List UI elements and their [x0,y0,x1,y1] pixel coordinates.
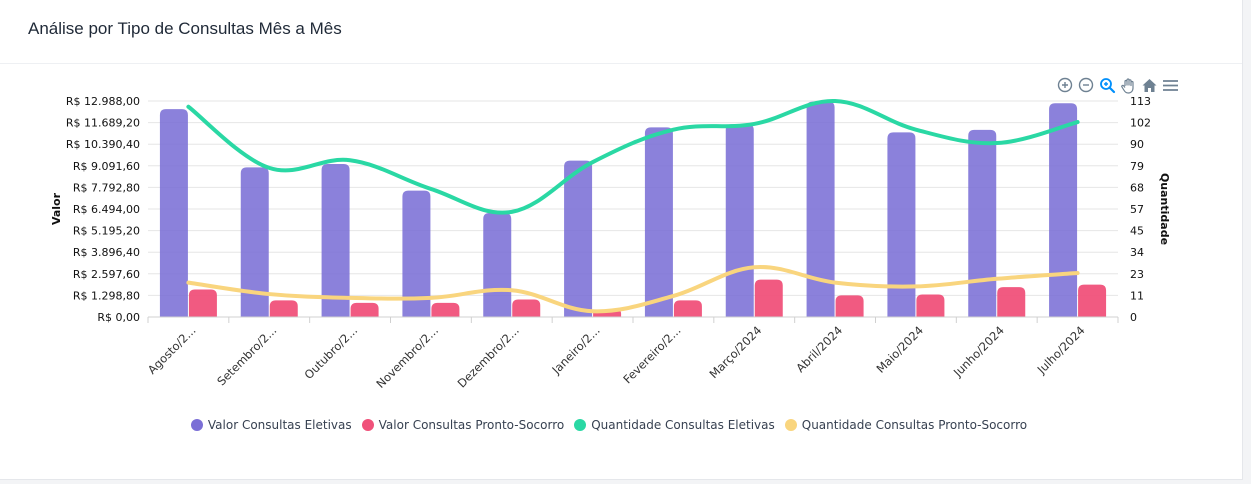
y2-tick-label: 57 [1130,203,1144,216]
y2-tick-label: 79 [1130,160,1144,173]
x-tick-label: Setembro/2... [214,323,279,388]
legend-item-valor-eletivas[interactable]: Valor Consultas Eletivas [190,418,352,432]
y2-tick-label: 113 [1130,95,1151,108]
x-tick-label: Agosto/2... [145,323,199,377]
y2-tick-label: 45 [1130,225,1144,238]
bar-valor-eletivas [564,160,593,317]
y-tick-label: R$ 11.689,20 [66,117,140,130]
bar-valor-eletivas [725,124,754,317]
x-tick-label: Novembro/2... [373,323,441,391]
legend-item-quantidade-pronto-socorro[interactable]: Quantidade Consultas Pronto-Socorro [784,418,1028,432]
y-tick-label: R$ 3.896,40 [73,246,140,259]
bar-valor-eletivas [159,109,188,317]
y-tick-label: R$ 7.792,80 [73,181,140,194]
y2-tick-label: 11 [1130,289,1144,302]
y-tick-label: R$ 5.195,20 [73,225,140,238]
y2-tick-label: 102 [1130,117,1151,130]
x-tick-label: Março/2024 [706,323,764,381]
legend-label: Valor Consultas Eletivas [207,418,352,432]
x-tick-label: Fevereiro/2... [620,323,683,386]
y-tick-label: R$ 6.494,00 [73,203,140,216]
y-tick-label: R$ 1.298,80 [73,289,140,302]
legend-marker [190,419,203,431]
chart-legend: Valor Consultas Eletivas Valor Consultas… [0,418,1218,432]
bar-valor-eletivas [644,127,673,317]
bar-valor-eletivas [887,132,916,317]
bar-valor-eletivas [240,167,269,317]
y2-axis-title: Quantidade [1158,173,1171,245]
bar-valor-pronto-socorro [673,300,702,317]
x-tick-label: Julho/2024 [1034,323,1088,377]
x-tick-label: Outubro/2... [301,323,360,382]
y2-tick-label: 0 [1130,311,1137,324]
menu-icon[interactable] [1161,76,1179,94]
selection-zoom-icon[interactable] [1098,76,1116,94]
y2-tick-label: 23 [1130,268,1144,281]
x-tick-label: Dezembro/2... [455,323,522,390]
bar-valor-pronto-socorro [835,295,864,317]
x-tick-label: Janeiro/2... [548,323,602,377]
bar-valor-pronto-socorro [997,287,1026,317]
combo-chart: R$ 0,00 R$ 1.298,80 R$ 2.597,60 R$ 3.896,40… [50,95,1171,391]
x-tick-label: Maio/2024 [873,323,926,376]
y-axis-title: Valor [50,192,63,225]
y-tick-label: R$ 10.390,40 [66,138,140,151]
bar-valor-pronto-socorro [188,289,217,317]
legend-item-valor-pronto-socorro[interactable]: Valor Consultas Pronto-Socorro [361,418,565,432]
bar-valor-eletivas [968,129,997,317]
x-tick-label: Abril/2024 [793,323,845,375]
y2-tick-label: 90 [1130,138,1144,151]
bar-valor-pronto-socorro [1078,284,1107,317]
legend-label: Quantidade Consultas Eletivas [591,418,775,432]
bar-valor-pronto-socorro [269,300,298,317]
bar-valor-eletivas [806,101,835,318]
zoom-in-icon[interactable] [1056,76,1074,94]
reset-home-icon[interactable] [1140,76,1158,94]
bar-valor-pronto-socorro [431,302,460,317]
bar-valor-pronto-socorro [754,279,783,317]
y2-tick-label: 34 [1130,246,1144,259]
page-title: Análise por Tipo de Consultas Mês a Mês [28,19,342,38]
bar-valor-eletivas [402,190,431,317]
pan-hand-icon[interactable] [1119,76,1137,94]
y-tick-label: R$ 12.988,00 [66,95,140,108]
y2-tick-label: 68 [1130,181,1144,194]
line-quantidade-eletivas [186,98,1080,215]
y-tick-label: R$ 9.091,60 [73,160,140,173]
y-tick-label: R$ 0,00 [97,311,140,324]
bar-valor-pronto-socorro [916,294,945,317]
legend-marker [361,419,374,431]
bar-valor-eletivas [483,213,512,317]
zoom-out-icon[interactable] [1077,76,1095,94]
legend-label: Quantidade Consultas Pronto-Socorro [801,418,1028,432]
legend-marker [574,419,587,431]
legend-marker [784,419,797,431]
legend-label: Valor Consultas Pronto-Socorro [378,418,565,432]
chart-toolbar [1056,75,1179,95]
y-tick-label: R$ 2.597,60 [73,268,140,281]
bar-valor-pronto-socorro [350,302,379,317]
x-tick-label: Junho/2024 [950,323,1007,380]
bar-valor-eletivas [321,163,350,317]
bar-valor-pronto-socorro [512,299,541,317]
legend-item-quantidade-eletivas[interactable]: Quantidade Consultas Eletivas [574,418,775,432]
bar-valor-eletivas [1049,103,1078,317]
card-header: Análise por Tipo de Consultas Mês a Mês [0,0,1242,64]
line-quantidade-pronto-socorro [186,265,1080,314]
